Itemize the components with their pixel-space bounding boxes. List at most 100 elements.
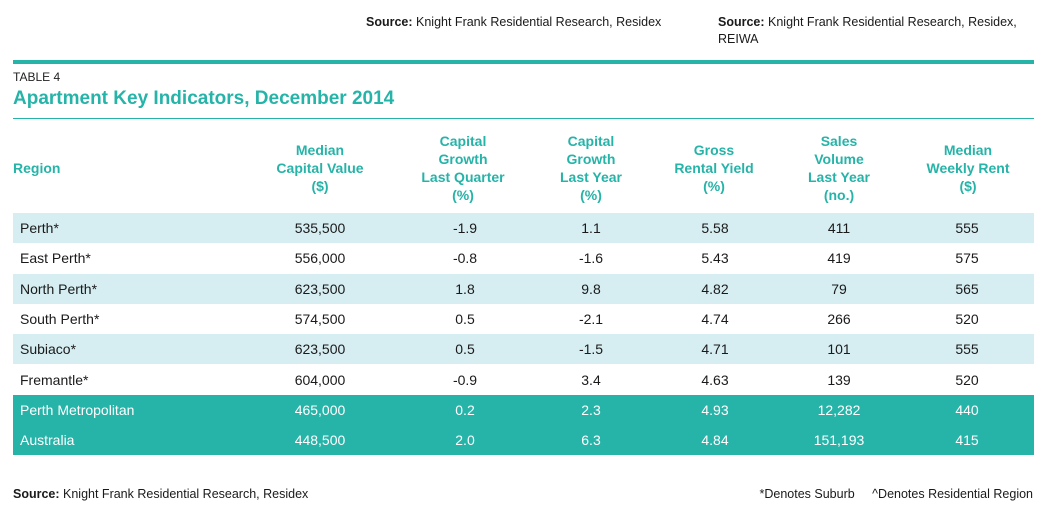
footer-source: Source: Knight Frank Residential Researc… xyxy=(13,487,308,501)
source-label: Source: xyxy=(366,15,413,29)
value-cell: 556,000 xyxy=(294,250,346,267)
region-cell: Perth Metropolitan xyxy=(20,401,135,418)
table-row: South Perth* 574,500 0.5 -2.1 4.74 266 520 xyxy=(13,304,1034,334)
source-text: Knight Frank Residential Research, Resid… xyxy=(718,15,1017,46)
column-header-line: Last Year xyxy=(559,169,622,185)
column-header: Median Capital Value ($) xyxy=(260,131,380,205)
column-header: Sales Volume Last Year (no.) xyxy=(779,131,899,205)
value-cell: 440 xyxy=(955,401,979,418)
column-header-line: Last Quarter xyxy=(421,169,505,185)
value-cell: -1.9 xyxy=(452,220,478,237)
value-cell: 9.8 xyxy=(581,280,601,297)
column-header-line: Last Year xyxy=(807,169,870,185)
footer-notes: *Denotes Suburb ^Denotes Residential Reg… xyxy=(745,487,1033,501)
value-cell: 79 xyxy=(831,280,847,297)
value-cell: 0.5 xyxy=(455,311,475,328)
table-row: Perth Metropolitan 465,000 0.2 2.3 4.93 12,28… xyxy=(13,394,1034,426)
column-header-line: Growth xyxy=(438,151,488,167)
source-text: Knight Frank Residential Research, Resid… xyxy=(412,15,662,29)
table-title: Apartment Key Indicators, December 2014 xyxy=(13,88,395,109)
value-cell: 574,500 xyxy=(294,311,346,328)
value-cell: 1.1 xyxy=(581,220,601,237)
value-cell: 565 xyxy=(955,280,979,297)
column-header: Capital Growth Last Quarter (%) xyxy=(403,131,523,205)
value-cell: 4.93 xyxy=(701,401,729,418)
column-header-line: Median xyxy=(943,142,993,158)
column-header: Capital Growth Last Year (%) xyxy=(531,131,651,205)
value-cell: 520 xyxy=(955,371,979,388)
value-cell: -0.8 xyxy=(452,250,478,267)
table-body: Perth* 535,500 -1.9 1.1 5.58 411 555 East Perth… xyxy=(13,213,1034,456)
region-cell: North Perth* xyxy=(20,280,98,297)
source-text: Knight Frank Residential Research, Resid… xyxy=(59,487,309,501)
region-cell: Australia xyxy=(20,432,75,449)
value-cell: 465,000 xyxy=(294,401,346,418)
region-cell: South Perth* xyxy=(20,311,100,328)
value-cell: 520 xyxy=(955,311,979,328)
value-cell: 411 xyxy=(827,220,851,237)
top-source-right: Source: Knight Frank Residential Researc… xyxy=(718,14,1018,48)
column-header-line: Weekly Rent xyxy=(926,160,1010,176)
value-cell: 4.71 xyxy=(701,341,729,358)
source-label: Source: xyxy=(718,15,765,29)
region-note: ^Denotes Residential Region xyxy=(872,487,1033,501)
column-header-line: Gross xyxy=(693,142,735,158)
suburb-note: *Denotes Suburb xyxy=(759,487,855,501)
value-cell: 4.63 xyxy=(701,371,729,388)
value-cell: 415 xyxy=(955,432,979,449)
column-header-line: Volume xyxy=(814,151,864,167)
column-header-line: Capital Value xyxy=(276,160,364,176)
value-cell: -0.9 xyxy=(452,371,478,388)
value-cell: 2.0 xyxy=(455,432,475,449)
column-header-line: Median xyxy=(295,142,345,158)
value-cell: 6.3 xyxy=(581,432,601,449)
column-header-line: Growth xyxy=(566,151,616,167)
table-top-rule xyxy=(13,60,1034,64)
table-row: Perth* 535,500 -1.9 1.1 5.58 411 555 xyxy=(13,213,1034,244)
value-cell: 4.82 xyxy=(701,280,729,297)
region-cell: Fremantle* xyxy=(20,371,89,388)
region-cell: Subiaco* xyxy=(20,341,77,358)
value-cell: 5.58 xyxy=(701,220,729,237)
column-header-line: (%) xyxy=(580,187,602,203)
value-cell: 555 xyxy=(955,341,979,358)
column-header: Region xyxy=(13,131,133,205)
value-cell: 4.74 xyxy=(701,311,729,328)
value-cell: 623,500 xyxy=(294,280,346,297)
value-cell: 535,500 xyxy=(294,220,346,237)
value-cell: 419 xyxy=(827,250,851,267)
value-cell: 101 xyxy=(827,341,851,358)
column-header-line: Capital xyxy=(439,133,487,149)
column-header-line: ($) xyxy=(959,178,977,194)
column-header-line: Sales xyxy=(820,133,858,149)
value-cell: 623,500 xyxy=(294,341,346,358)
top-source-left: Source: Knight Frank Residential Researc… xyxy=(366,14,661,31)
value-cell: 0.2 xyxy=(455,401,475,418)
value-cell: 4.84 xyxy=(701,432,729,449)
value-cell: 555 xyxy=(955,220,979,237)
value-cell: -1.6 xyxy=(578,250,604,267)
column-header-line: Rental Yield xyxy=(674,160,754,176)
column-header-line: Region xyxy=(13,160,61,176)
column-header: Median Weekly Rent ($) xyxy=(908,131,1028,205)
value-cell: 151,193 xyxy=(813,432,865,449)
value-cell: 12,282 xyxy=(817,401,861,418)
region-cell: East Perth* xyxy=(20,250,91,267)
table-row: East Perth* 556,000 -0.8 -1.6 5.43 419 575 xyxy=(13,243,1034,273)
table-row: Fremantle* 604,000 -0.9 3.4 4.63 139 520 xyxy=(13,364,1034,394)
column-header-line: Capital xyxy=(567,133,615,149)
column-header-line: (%) xyxy=(452,187,474,203)
value-cell: 2.3 xyxy=(581,401,601,418)
table-row: Australia 448,500 2.0 6.3 4.84 151,193 415 xyxy=(13,425,1034,456)
value-cell: -1.5 xyxy=(578,341,604,358)
value-cell: 575 xyxy=(955,250,979,267)
value-cell: 266 xyxy=(827,311,851,328)
value-cell: 1.8 xyxy=(455,280,475,297)
region-cell: Perth* xyxy=(20,220,59,237)
value-cell: 448,500 xyxy=(294,432,346,449)
value-cell: 5.43 xyxy=(701,250,729,267)
column-header-line: (no.) xyxy=(823,187,855,203)
value-cell: 139 xyxy=(827,371,851,388)
header-rule xyxy=(13,118,1034,119)
column-header: Gross Rental Yield (%) xyxy=(654,131,774,205)
